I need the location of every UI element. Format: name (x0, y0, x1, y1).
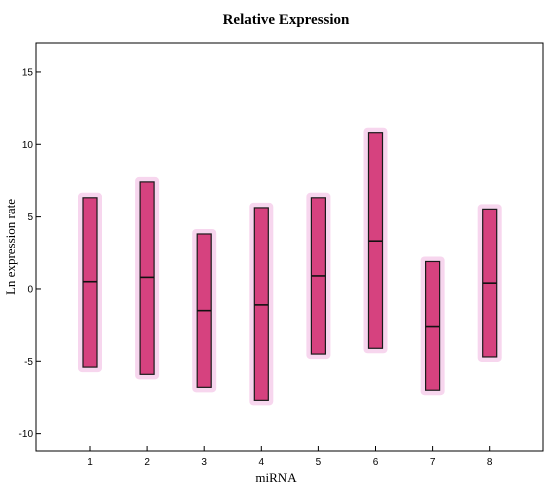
y-tick-label: 0 (27, 284, 33, 295)
y-tick-label: -5 (24, 357, 33, 368)
y-axis-label: Ln expression rate (3, 199, 18, 295)
chart-title: Relative Expression (223, 12, 350, 28)
range-bar-6 (363, 127, 388, 354)
range-bars (78, 127, 502, 406)
range-bar-2 (135, 176, 160, 380)
range-bar-1 (78, 192, 102, 373)
x-tick-label: 3 (201, 457, 207, 468)
x-tick-label: 2 (144, 457, 150, 468)
y-tick-label: 15 (22, 67, 34, 78)
plot-frame (35, 42, 544, 452)
x-tick-label: 7 (430, 457, 436, 468)
range-bar-7 (420, 256, 445, 396)
y-tick-label: -10 (19, 429, 34, 440)
x-tick-label: 6 (373, 457, 379, 468)
x-axis-label: miRNA (255, 470, 297, 485)
range-bar-5 (306, 192, 331, 360)
y-axis: -10 -5 0 5 10 15 (19, 67, 41, 440)
x-tick-label: 5 (316, 457, 322, 468)
range-bar-8 (477, 204, 502, 362)
x-tick-label: 1 (87, 457, 93, 468)
x-tick-label: 4 (259, 457, 265, 468)
y-tick-label: 5 (27, 212, 33, 223)
x-axis: 1 2 3 4 5 6 7 8 (87, 446, 493, 468)
range-bar-3 (192, 228, 217, 393)
y-tick-label: 10 (22, 140, 34, 151)
x-tick-label: 8 (487, 457, 493, 468)
range-bar-4 (249, 202, 274, 406)
